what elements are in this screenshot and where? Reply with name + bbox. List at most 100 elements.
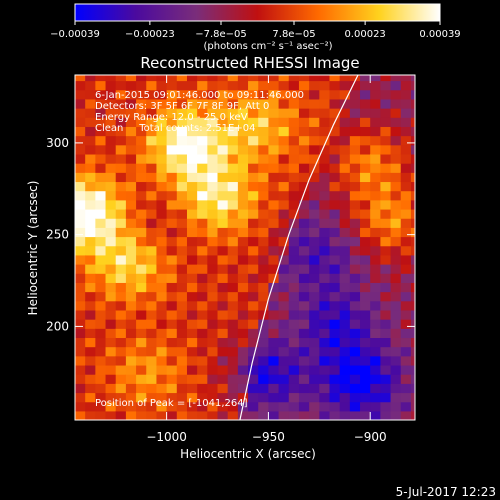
heatmap-cell: [156, 108, 168, 118]
heatmap-cell: [115, 364, 127, 375]
heatmap-cell: [319, 328, 331, 339]
heatmap-cell: [146, 181, 158, 192]
heatmap-cell: [268, 254, 280, 265]
heatmap-cell: [136, 80, 147, 91]
footer-date: 5-Jul-2017 12:23: [396, 485, 496, 499]
heatmap-cell: [146, 75, 158, 82]
heatmap-cell: [176, 236, 188, 247]
heatmap-cell: [360, 355, 371, 366]
heatmap-cell: [136, 401, 147, 412]
heatmap-cell: [400, 392, 412, 403]
heatmap-cell: [95, 383, 107, 394]
heatmap-cell: [85, 172, 96, 183]
heatmap-cell: [105, 264, 117, 274]
heatmap-cell: [115, 227, 127, 238]
heatmap-cell: [156, 254, 168, 265]
heatmap-cell: [329, 355, 341, 366]
heatmap-cell: [268, 291, 280, 302]
peak-position-label: Position of Peak = [-1041,264]: [95, 398, 248, 409]
heatmap-cell: [288, 346, 300, 357]
heatmap-cell: [339, 163, 351, 173]
heatmap-cell: [258, 117, 270, 127]
heatmap-cell: [105, 199, 117, 210]
heatmap-cell: [197, 291, 208, 302]
heatmap-cell: [268, 309, 280, 320]
heatmap-cell: [410, 383, 415, 394]
heatmap-cell: [105, 364, 117, 375]
heatmap-cell: [309, 80, 320, 91]
heatmap-cell: [360, 172, 371, 183]
heatmap-cell: [339, 291, 351, 302]
heatmap-cell: [380, 291, 392, 302]
heatmap-cell: [95, 346, 107, 357]
heatmap-cell: [248, 328, 259, 339]
heatmap-cell: [400, 309, 412, 320]
heatmap-cell: [125, 410, 137, 420]
heatmap-cell: [85, 108, 96, 118]
heatmap-cell: [95, 163, 107, 173]
heatmap-cell: [258, 337, 270, 348]
heatmap-cell: [105, 227, 117, 238]
heatmap-cell: [329, 181, 341, 192]
heatmap-cell: [227, 291, 239, 302]
heatmap-cell: [288, 181, 300, 192]
heatmap-cell: [207, 355, 219, 366]
heatmap-cell: [288, 135, 300, 146]
heatmap-cell: [248, 181, 259, 192]
heatmap-cell: [248, 117, 259, 127]
heatmap-cell: [156, 328, 168, 339]
heatmap-cell: [319, 163, 331, 173]
heatmap-cell: [207, 300, 219, 311]
heatmap-cell: [75, 236, 86, 247]
heatmap-cell: [380, 75, 392, 82]
heatmap-cell: [258, 364, 270, 375]
heatmap-cell: [258, 89, 270, 100]
heatmap-cell: [410, 163, 415, 173]
heatmap-cell: [125, 291, 137, 302]
heatmap-cell: [339, 181, 351, 192]
heatmap-cell: [370, 319, 381, 329]
heatmap-cell: [186, 273, 198, 283]
heatmap-cell: [166, 319, 178, 329]
heatmap-cell: [329, 328, 341, 339]
heatmap-cell: [146, 328, 158, 339]
y-tick-label: 300: [46, 136, 69, 150]
heatmap-cell: [248, 98, 259, 109]
heatmap-cell: [248, 144, 259, 155]
heatmap-cell: [309, 245, 320, 256]
heatmap-cell: [400, 98, 412, 109]
heatmap-cell: [400, 383, 412, 394]
heatmap-cell: [268, 80, 280, 91]
heatmap-cell: [237, 282, 249, 293]
heatmap-cell: [227, 383, 239, 394]
heatmap-cell: [146, 245, 158, 256]
heatmap-cell: [400, 245, 412, 256]
colorbar-tick-label: −7.8e−05: [195, 29, 247, 40]
heatmap-cell: [207, 218, 219, 228]
heatmap-cell: [125, 383, 137, 394]
heatmap-cell: [207, 135, 219, 146]
heatmap-cell: [380, 328, 392, 339]
heatmap-cell: [207, 80, 219, 91]
heatmap-cell: [360, 264, 371, 274]
heatmap-cell: [380, 273, 392, 283]
heatmap-cell: [105, 254, 117, 265]
heatmap-cell: [339, 126, 351, 137]
heatmap-cell: [298, 199, 310, 210]
heatmap-cell: [390, 108, 402, 118]
heatmap-cell: [105, 153, 117, 164]
heatmap-cell: [105, 337, 117, 348]
heatmap-cell: [105, 75, 117, 82]
heatmap-cell: [278, 309, 290, 320]
heatmap-cell: [329, 291, 341, 302]
heatmap-cell: [217, 282, 229, 293]
heatmap-cell: [258, 328, 270, 339]
heatmap-cell: [258, 346, 270, 357]
heatmap-cell: [95, 190, 107, 201]
heatmap-cell: [410, 309, 415, 320]
heatmap-cell: [136, 227, 147, 238]
heatmap-cell: [85, 346, 96, 357]
heatmap-cell: [217, 218, 229, 228]
heatmap-cell: [105, 126, 117, 137]
heatmap-cell: [115, 291, 127, 302]
